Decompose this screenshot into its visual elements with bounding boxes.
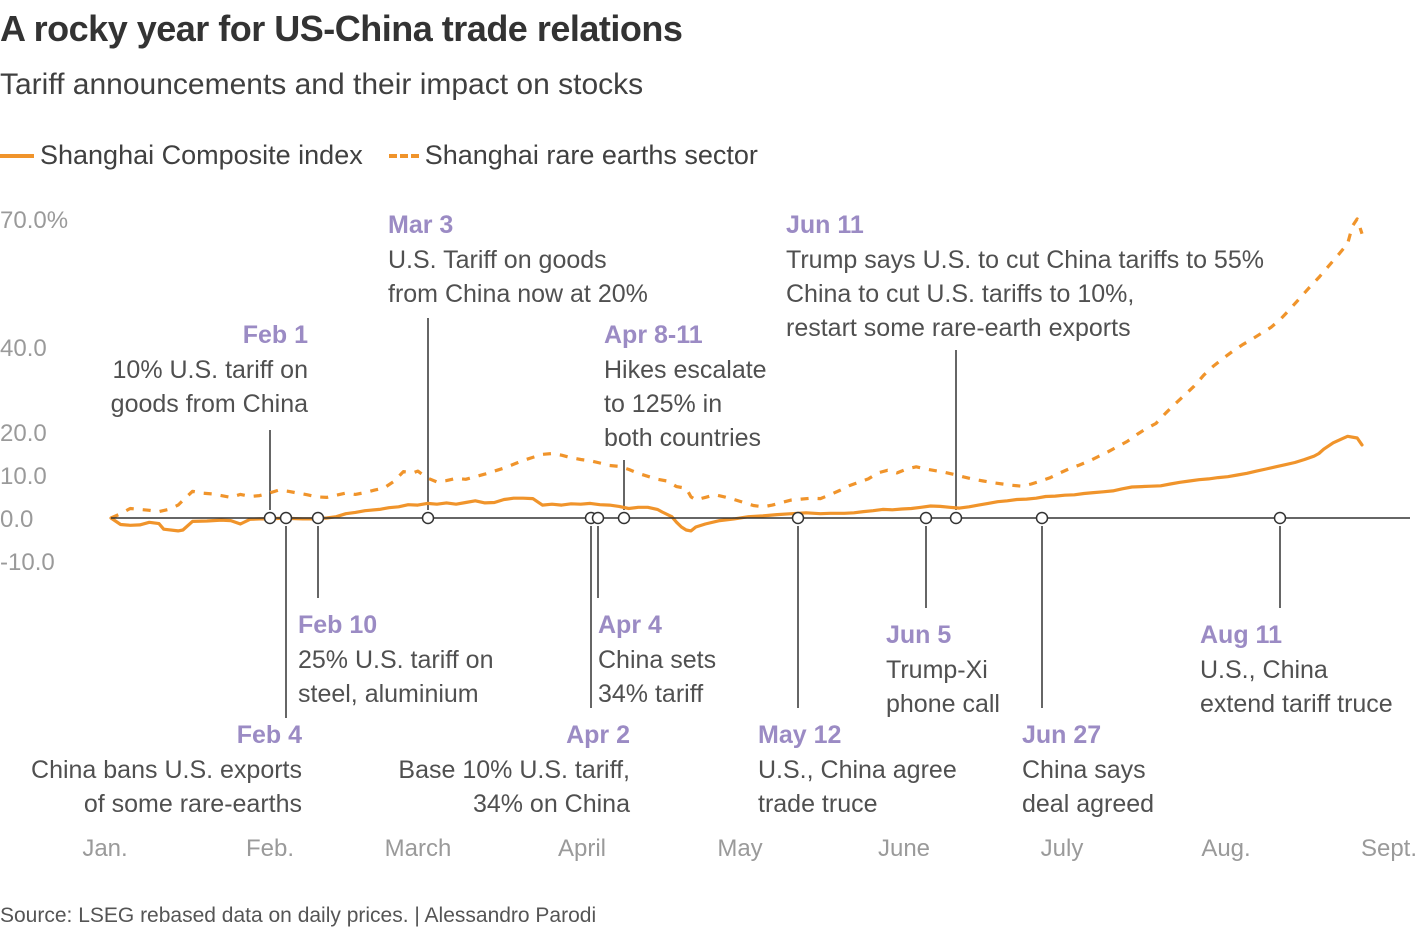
series-line-rare-earths (110, 217, 1364, 520)
event-date-label: May 12 (758, 721, 841, 749)
event-date-label: Feb 1 (243, 321, 308, 349)
event-annotation: Feb 1 10% U.S. tariff on goods from China (111, 321, 308, 418)
event-marker (949, 511, 963, 525)
event-description: steel, aluminium (298, 680, 479, 708)
event-description: both countries (604, 424, 761, 452)
event-annotation: Feb 4 China bans U.S. exports of some rare… (31, 721, 302, 818)
event-date-label: Apr 4 (598, 611, 662, 639)
event-annotation: Aug 11 U.S., China extend tariff truce (1200, 621, 1393, 718)
event-description: 34% tariff (598, 680, 703, 708)
event-description: 34% on China (473, 790, 630, 818)
event-description: to 125% in (604, 390, 722, 418)
legend-item-composite: Shanghai Composite index (0, 140, 363, 171)
x-tick-label: Jan. (82, 835, 127, 862)
y-tick-label: 0.0 (0, 506, 33, 533)
chart-title: A rocky year for US-China trade relation… (0, 8, 683, 49)
x-tick-label: June (878, 835, 930, 862)
legend-item-rare-earths: Shanghai rare earths sector (383, 140, 758, 171)
event-description: extend tariff truce (1200, 690, 1393, 718)
chart-subtitle: Tariff announcements and their impact on… (0, 68, 644, 101)
event-leader-lines (269, 318, 1281, 718)
event-date-label: Aug 11 (1200, 621, 1282, 649)
event-date-label: Mar 3 (388, 211, 453, 239)
event-marker (311, 511, 325, 525)
event-description: of some rare-earths (84, 790, 302, 818)
event-marker (1035, 511, 1049, 525)
event-annotation: Mar 3 U.S. Tariff on goods from China now … (388, 211, 648, 308)
event-description: China says (1022, 756, 1146, 784)
x-tick-label: Sept. (1361, 835, 1417, 862)
legend-swatch-solid (0, 153, 34, 158)
event-marker (279, 511, 293, 525)
event-marker (1273, 511, 1287, 525)
event-description: China bans U.S. exports (31, 756, 302, 784)
event-description: Trump-Xi (886, 656, 988, 684)
event-description: Base 10% U.S. tariff, (398, 756, 630, 784)
legend-label-composite: Shanghai Composite index (40, 140, 363, 170)
legend-swatch-dashed (388, 153, 419, 158)
event-annotation: Apr 8-11 Hikes escalate to 125% in both cou… (604, 321, 767, 452)
event-markers (263, 511, 1287, 525)
x-axis-ticks: Jan. Feb. March April May June July Aug. Sept. (82, 835, 1417, 862)
y-tick-label: 40.0 (0, 335, 47, 362)
event-annotation: Feb 10 25% U.S. tariff on steel, aluminium (298, 611, 493, 708)
event-description: from China now at 20% (388, 280, 648, 308)
event-annotation: Jun 27 China says deal agreed (1022, 721, 1154, 818)
legend: Shanghai Composite index Shanghai rare e… (0, 140, 778, 171)
y-tick-label: 70.0% (0, 207, 68, 234)
event-marker (919, 511, 933, 525)
event-marker (617, 511, 631, 525)
event-annotation: Jun 5 Trump-Xi phone call (886, 621, 1000, 718)
event-annotation: May 12 U.S., China agree trade truce (758, 721, 957, 818)
event-description: China sets (598, 646, 716, 674)
x-tick-label: Aug. (1201, 835, 1250, 862)
event-marker (791, 511, 805, 525)
event-description: deal agreed (1022, 790, 1154, 818)
y-tick-label: -10.0 (0, 549, 55, 576)
event-date-label: Feb 4 (237, 721, 302, 749)
event-description: goods from China (111, 390, 308, 418)
event-description: 25% U.S. tariff on (298, 646, 493, 674)
event-marker (263, 511, 277, 525)
event-description: China to cut U.S. tariffs to 10%, (786, 280, 1134, 308)
event-date-label: Feb 10 (298, 611, 377, 639)
x-tick-label: Feb. (246, 835, 294, 862)
event-description: 10% U.S. tariff on (113, 356, 308, 384)
x-tick-label: April (558, 835, 606, 862)
event-annotation: Apr 4 China sets 34% tariff (598, 611, 716, 708)
event-description: U.S., China (1200, 656, 1328, 684)
event-annotation: Apr 2 Base 10% U.S. tariff, 34% on China (398, 721, 630, 818)
event-date-label: Jun 5 (886, 621, 951, 649)
event-description: restart some rare-earth exports (786, 314, 1131, 342)
event-date-label: Apr 8-11 (604, 321, 703, 349)
y-axis-ticks: 70.0% 40.0 20.0 10.0 0.0 -10.0 (0, 207, 68, 576)
x-tick-label: July (1041, 835, 1084, 862)
event-annotation: Jun 11 Trump says U.S. to cut China tarif… (786, 211, 1264, 342)
event-description: Trump says U.S. to cut China tariffs to … (786, 246, 1264, 274)
source-note: Source: LSEG rebased data on daily price… (0, 904, 597, 927)
event-date-label: Apr 2 (566, 721, 630, 749)
x-tick-label: May (717, 835, 762, 862)
event-description: trade truce (758, 790, 878, 818)
x-tick-label: March (385, 835, 452, 862)
event-description: U.S., China agree (758, 756, 957, 784)
event-description: phone call (886, 690, 1000, 718)
y-tick-label: 10.0 (0, 463, 47, 490)
event-date-label: Jun 27 (1022, 721, 1101, 749)
y-tick-label: 20.0 (0, 420, 47, 447)
event-marker (591, 511, 605, 525)
event-description: Hikes escalate (604, 356, 767, 384)
event-marker (421, 511, 435, 525)
event-description: U.S. Tariff on goods (388, 246, 607, 274)
event-date-label: Jun 11 (786, 211, 864, 239)
legend-label-rare-earths: Shanghai rare earths sector (424, 140, 758, 170)
